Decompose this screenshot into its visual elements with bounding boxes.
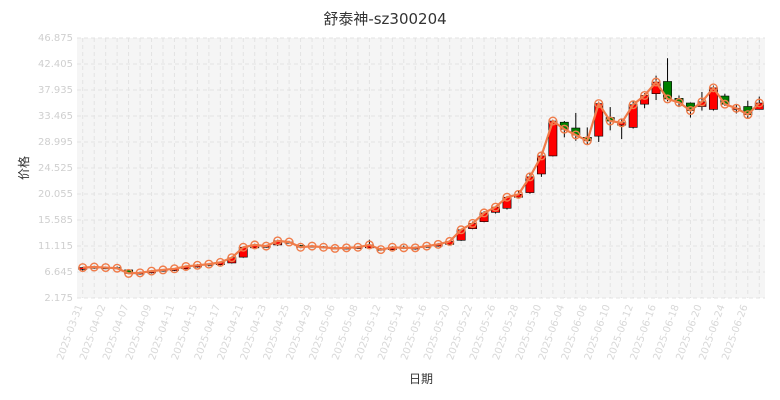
close-marker <box>387 242 397 252</box>
close-marker <box>674 97 684 107</box>
close-marker <box>296 242 306 252</box>
close-marker <box>605 116 615 126</box>
close-marker <box>181 261 191 271</box>
close-marker <box>685 106 695 116</box>
close-marker <box>192 260 202 270</box>
close-marker <box>158 265 168 275</box>
y-tick-label: 28.995 <box>38 137 73 148</box>
close-marker <box>594 99 604 109</box>
close-marker <box>238 242 248 252</box>
y-axis-ticks: 2.175 6.645 11.115 15.585 20.055 24.525 28.995… <box>38 33 73 304</box>
close-marker <box>341 243 351 253</box>
close-marker <box>433 239 443 249</box>
close-marker <box>640 90 650 100</box>
y-tick-label: 15.585 <box>38 215 73 226</box>
close-marker <box>78 263 88 273</box>
close-marker <box>353 242 363 252</box>
candle-up <box>548 120 558 157</box>
close-marker <box>112 263 122 273</box>
close-marker <box>422 241 432 251</box>
y-axis-label: 价格 <box>16 156 31 180</box>
close-price-markers <box>78 77 764 278</box>
y-tick-label: 24.525 <box>38 163 73 174</box>
close-marker <box>571 130 581 140</box>
close-marker <box>307 241 317 251</box>
close-marker <box>513 189 523 199</box>
close-marker <box>628 100 638 110</box>
y-tick-label: 33.465 <box>38 111 73 122</box>
close-marker <box>445 236 455 246</box>
y-tick-label: 42.405 <box>38 59 73 70</box>
y-tick-label: 6.645 <box>44 267 73 278</box>
close-marker <box>720 99 730 109</box>
close-line <box>82 80 761 275</box>
y-tick-label: 2.175 <box>44 293 73 304</box>
close-marker <box>124 268 134 278</box>
x-axis-ticks: 2025-03-312025-04-022025-04-072025-04-09… <box>55 303 750 361</box>
close-price-line <box>82 80 761 275</box>
close-marker <box>559 124 569 134</box>
close-marker <box>204 259 214 269</box>
close-marker <box>227 253 237 263</box>
close-marker <box>502 192 512 202</box>
close-marker <box>479 208 489 218</box>
close-marker <box>617 118 627 128</box>
close-marker <box>663 94 673 104</box>
close-marker <box>101 263 111 273</box>
close-marker <box>330 243 340 253</box>
close-marker <box>582 136 592 146</box>
close-marker <box>468 218 478 228</box>
close-marker <box>456 225 466 235</box>
close-marker <box>135 268 145 278</box>
close-marker <box>651 77 661 87</box>
y-tick-label: 11.115 <box>38 241 73 252</box>
close-marker <box>754 98 764 108</box>
chart-title: 舒泰神-sz300204 <box>323 10 446 28</box>
close-marker <box>89 262 99 272</box>
close-marker <box>147 266 157 276</box>
y-tick-label: 20.055 <box>38 189 73 200</box>
close-marker <box>525 172 535 182</box>
close-marker <box>399 243 409 253</box>
close-marker <box>215 257 225 267</box>
close-marker <box>376 245 386 255</box>
close-marker <box>261 241 271 251</box>
close-marker <box>284 237 294 247</box>
grid-lines <box>77 37 765 299</box>
close-marker <box>319 242 329 252</box>
close-marker <box>697 97 707 107</box>
close-marker <box>250 240 260 250</box>
close-marker <box>491 202 501 212</box>
close-marker <box>273 236 283 246</box>
close-marker <box>743 110 753 120</box>
close-marker <box>410 243 420 253</box>
x-axis-label: 日期 <box>409 372 433 386</box>
close-marker <box>548 116 558 126</box>
y-tick-label: 46.875 <box>38 33 73 44</box>
close-marker <box>169 264 179 274</box>
close-marker <box>708 83 718 93</box>
close-marker <box>731 103 741 113</box>
close-marker <box>536 151 546 161</box>
y-tick-label: 37.935 <box>38 85 73 96</box>
close-marker <box>364 240 374 250</box>
